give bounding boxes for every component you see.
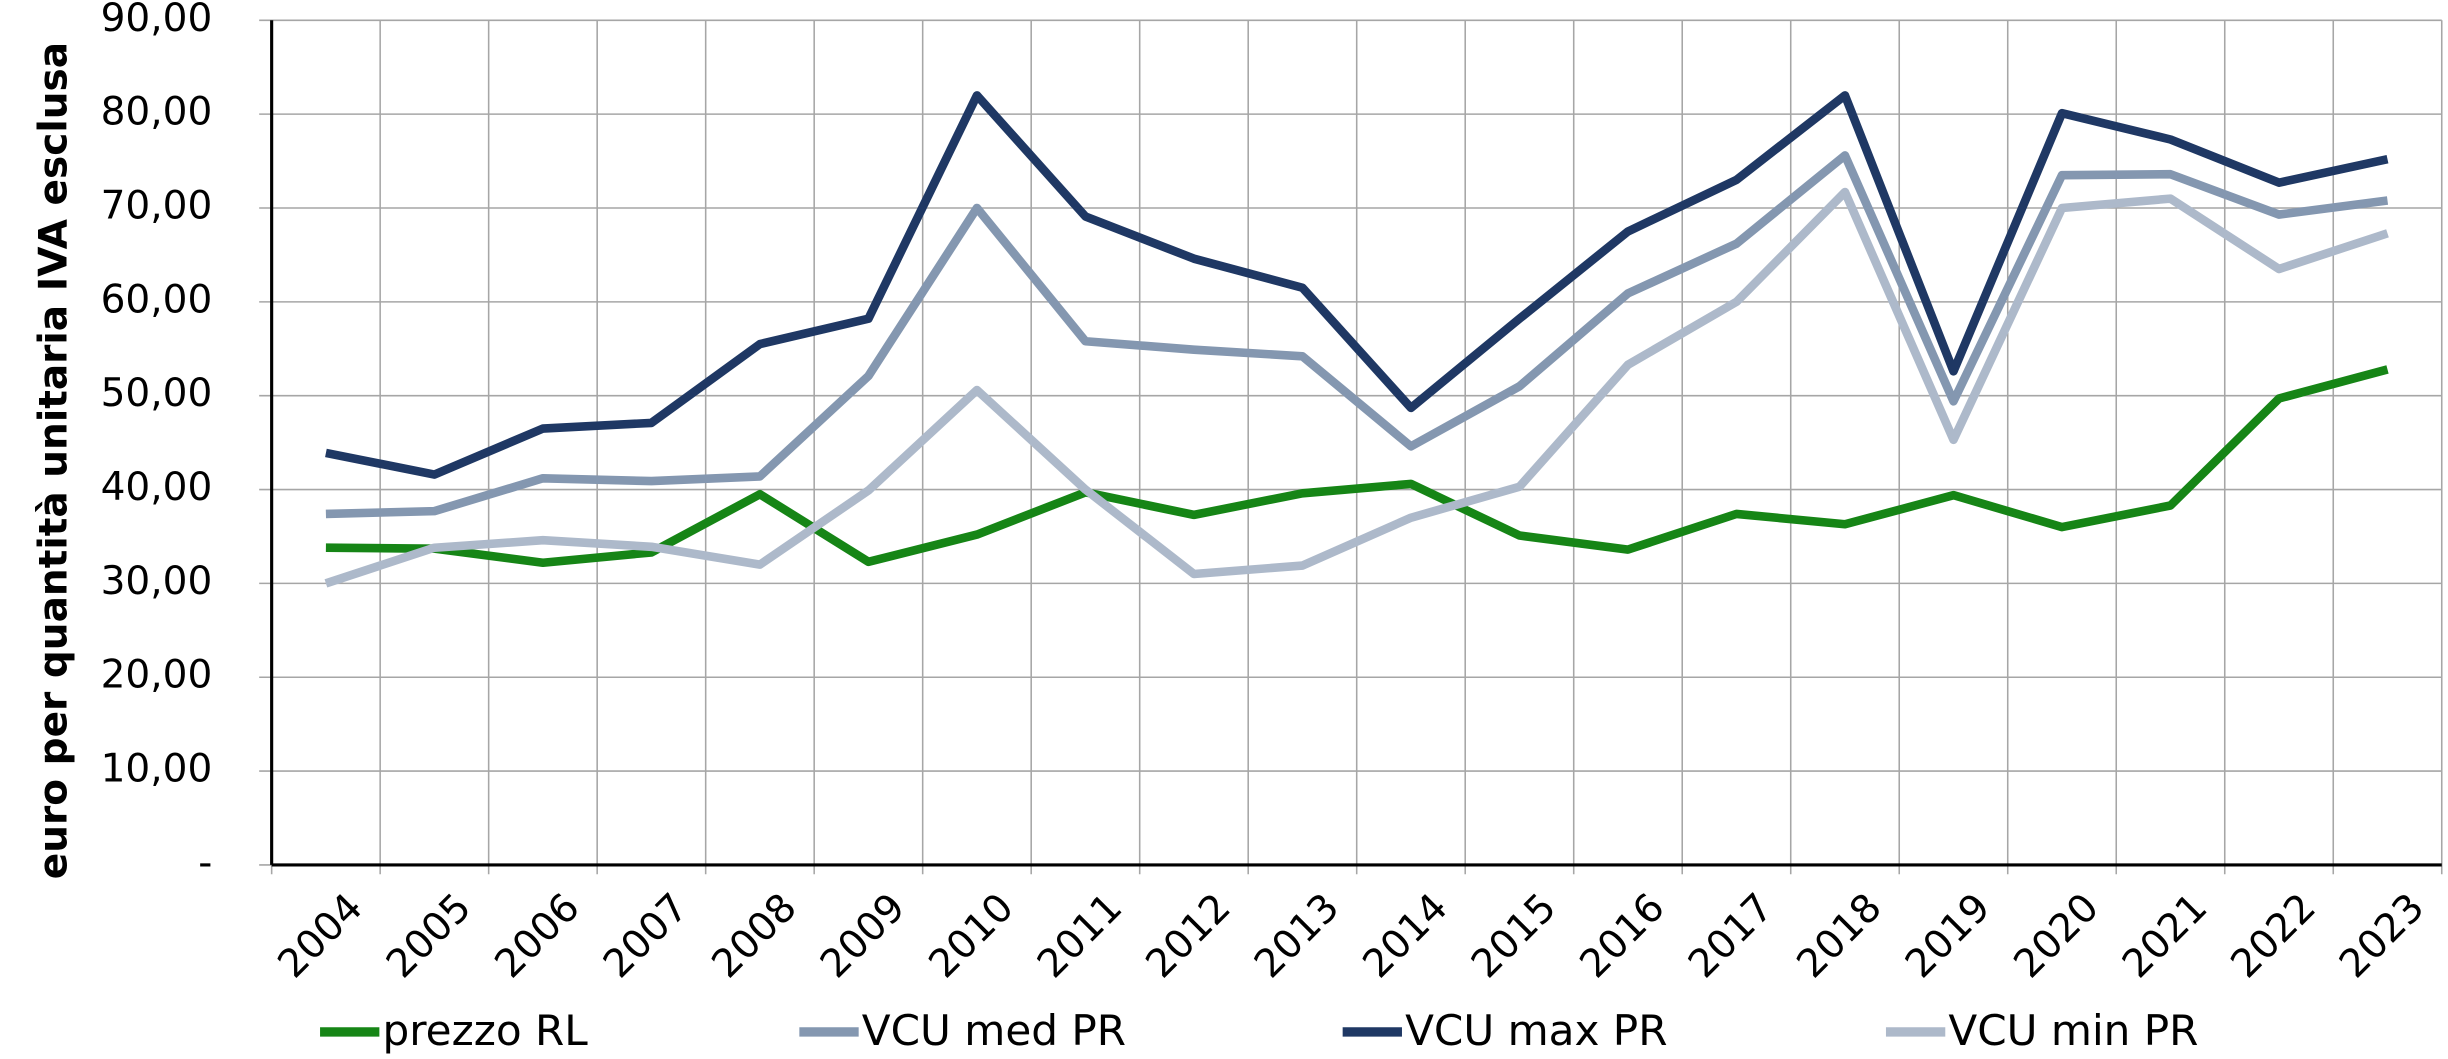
x-tick-label: 2017 — [1680, 885, 1782, 987]
y-axis-label: euro per quantità unitaria IVA esclusa — [32, 42, 77, 879]
x-tick-label: 2005 — [378, 885, 480, 987]
y-tick-label: 70,00 — [101, 184, 213, 229]
y-tick-label: 80,00 — [101, 90, 213, 135]
series-line — [325, 365, 2389, 568]
legend-label: VCU max PR — [1405, 1006, 1667, 1055]
x-tick-label: 2012 — [1138, 885, 1240, 987]
x-tick-label: 2019 — [1897, 885, 1999, 987]
legend-label: VCU min PR — [1948, 1006, 2198, 1055]
y-tick-label: 10,00 — [101, 747, 213, 792]
x-tick-label: 2008 — [704, 885, 806, 987]
y-tick-label: 90,00 — [101, 0, 213, 41]
x-tick-label: 2006 — [487, 885, 589, 987]
x-tick-label: 2022 — [2223, 885, 2325, 987]
x-tick-label: 2007 — [595, 885, 697, 987]
y-tick-label: 30,00 — [101, 559, 213, 604]
x-tick-label: 2014 — [1355, 885, 1457, 987]
legend-label: VCU med PR — [862, 1006, 1126, 1055]
x-tick-label: 2004 — [270, 885, 372, 987]
series-line — [325, 151, 2389, 519]
x-tick-label: 2010 — [921, 885, 1023, 987]
x-tick-label: 2023 — [2331, 885, 2433, 987]
x-tick-label: 2018 — [1789, 885, 1891, 987]
x-tick-label: 2015 — [1463, 885, 1565, 987]
y-tick-label: 40,00 — [101, 465, 213, 510]
x-tick-label: 2011 — [1029, 885, 1131, 987]
y-tick-label: 50,00 — [101, 371, 213, 416]
legend-label: prezzo RL — [383, 1006, 589, 1055]
x-tick-label: 2016 — [1572, 885, 1674, 987]
y-tick-label: 20,00 — [101, 653, 213, 698]
series-line — [325, 91, 2389, 479]
x-tick-label: 2020 — [2006, 885, 2108, 987]
x-tick-label: 2013 — [1246, 885, 1348, 987]
x-tick-label: 2009 — [812, 885, 914, 987]
y-tick-label: - — [198, 840, 212, 885]
y-tick-label: 60,00 — [101, 277, 213, 322]
series-line — [324, 187, 2389, 588]
x-tick-label: 2021 — [2114, 885, 2216, 987]
